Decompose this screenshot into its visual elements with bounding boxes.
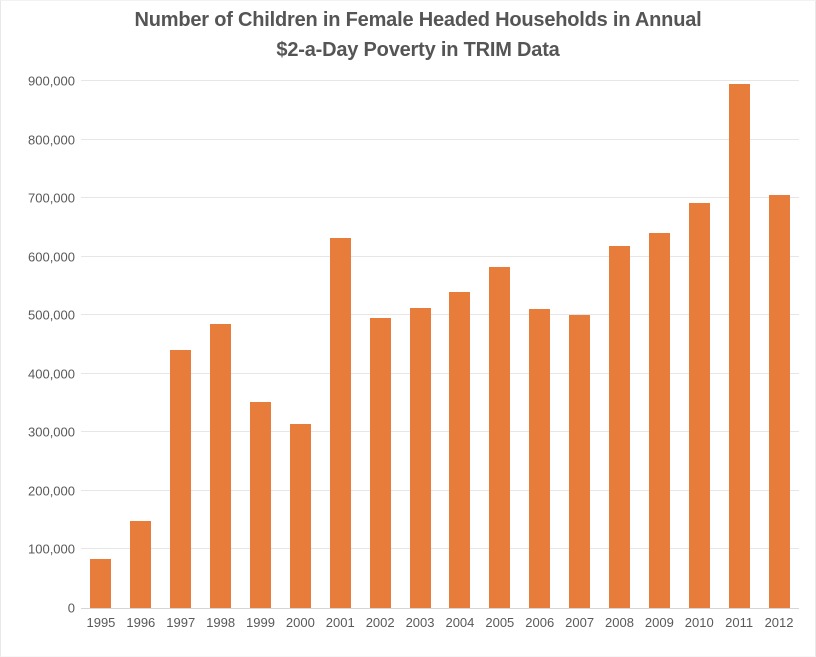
bar-2011 [728, 83, 750, 608]
y-axis-tick-label: 600,000 [28, 249, 75, 265]
y-gridline [81, 197, 799, 199]
x-axis-tick-label: 2005 [485, 615, 515, 630]
y-axis-tick-label: 800,000 [28, 132, 75, 148]
y-gridline [81, 431, 799, 433]
bar-1997 [170, 349, 192, 608]
y-axis-tick-label: 700,000 [28, 190, 75, 206]
x-axis-labels: 1995 1996 1997 1998 1999 2000 2001 2002 2003 2004… [81, 615, 799, 637]
bar-2003 [409, 307, 431, 608]
bar-1995 [90, 558, 112, 608]
x-axis-tick-label: 2002 [365, 615, 395, 630]
y-gridline [81, 80, 799, 81]
chart-title-line1: Number of Children in Female Headed Hous… [134, 9, 702, 31]
bar-2002 [369, 318, 391, 608]
x-axis-tick-label: 2003 [405, 615, 435, 630]
bar-2001 [329, 237, 351, 608]
chart-title-line2: $2-a-Day Poverty in TRIM Data [276, 39, 560, 61]
y-gridline [81, 372, 799, 374]
x-axis-line [81, 608, 799, 609]
y-gridline [81, 314, 799, 316]
bar-2009 [648, 233, 670, 608]
y-axis-tick-label: 0 [67, 600, 75, 616]
bar-1996 [130, 521, 152, 608]
x-axis-tick-label: 1998 [206, 615, 236, 630]
bar-1998 [210, 324, 232, 608]
y-gridline [81, 138, 799, 140]
x-axis-tick-label: 2001 [325, 615, 355, 630]
bar-2007 [569, 315, 591, 608]
bar-2010 [688, 202, 710, 608]
y-axis-tick-label: 100,000 [28, 541, 75, 557]
plot-area [81, 80, 799, 609]
y-axis-tick-label: 200,000 [28, 483, 75, 499]
y-axis-tick-label: 300,000 [28, 424, 75, 440]
y-gridline [81, 548, 799, 550]
x-axis-tick-label: 2006 [525, 615, 555, 630]
bar-2008 [609, 246, 630, 608]
bar-2006 [529, 308, 551, 608]
x-axis-tick-label: 1999 [246, 615, 275, 630]
bar-1999 [250, 401, 271, 608]
x-axis-tick-label: 1997 [166, 615, 196, 630]
bar-2012 [768, 195, 790, 608]
x-axis-tick-label: 2010 [684, 615, 714, 630]
x-axis-tick-label: 2011 [725, 615, 754, 630]
x-axis-tick-label: 2007 [565, 615, 595, 630]
x-axis-tick-label: 1995 [86, 615, 116, 630]
chart-title: Number of Children in Female Headed Hous… [31, 5, 805, 65]
x-axis-tick-label: 2009 [644, 615, 674, 630]
bar-2004 [449, 292, 471, 608]
x-axis-tick-label: 1996 [126, 615, 156, 630]
x-axis-tick-label: 2008 [605, 615, 634, 630]
bar-2005 [489, 267, 511, 608]
y-axis-tick-label: 900,000 [28, 73, 75, 89]
x-axis-tick-label: 2000 [285, 615, 315, 630]
y-axis-tick-label: 400,000 [28, 366, 75, 382]
y-gridline [81, 489, 799, 491]
y-gridline [81, 255, 799, 257]
x-axis-tick-label: 2012 [764, 615, 794, 630]
x-axis-tick-label: 2004 [445, 615, 475, 630]
y-axis-tick-label: 500,000 [28, 307, 75, 323]
bar-2000 [289, 423, 311, 608]
y-axis-labels: 0 100,000 200,000 300,000 400,000 500,000 600,… [1, 74, 75, 616]
